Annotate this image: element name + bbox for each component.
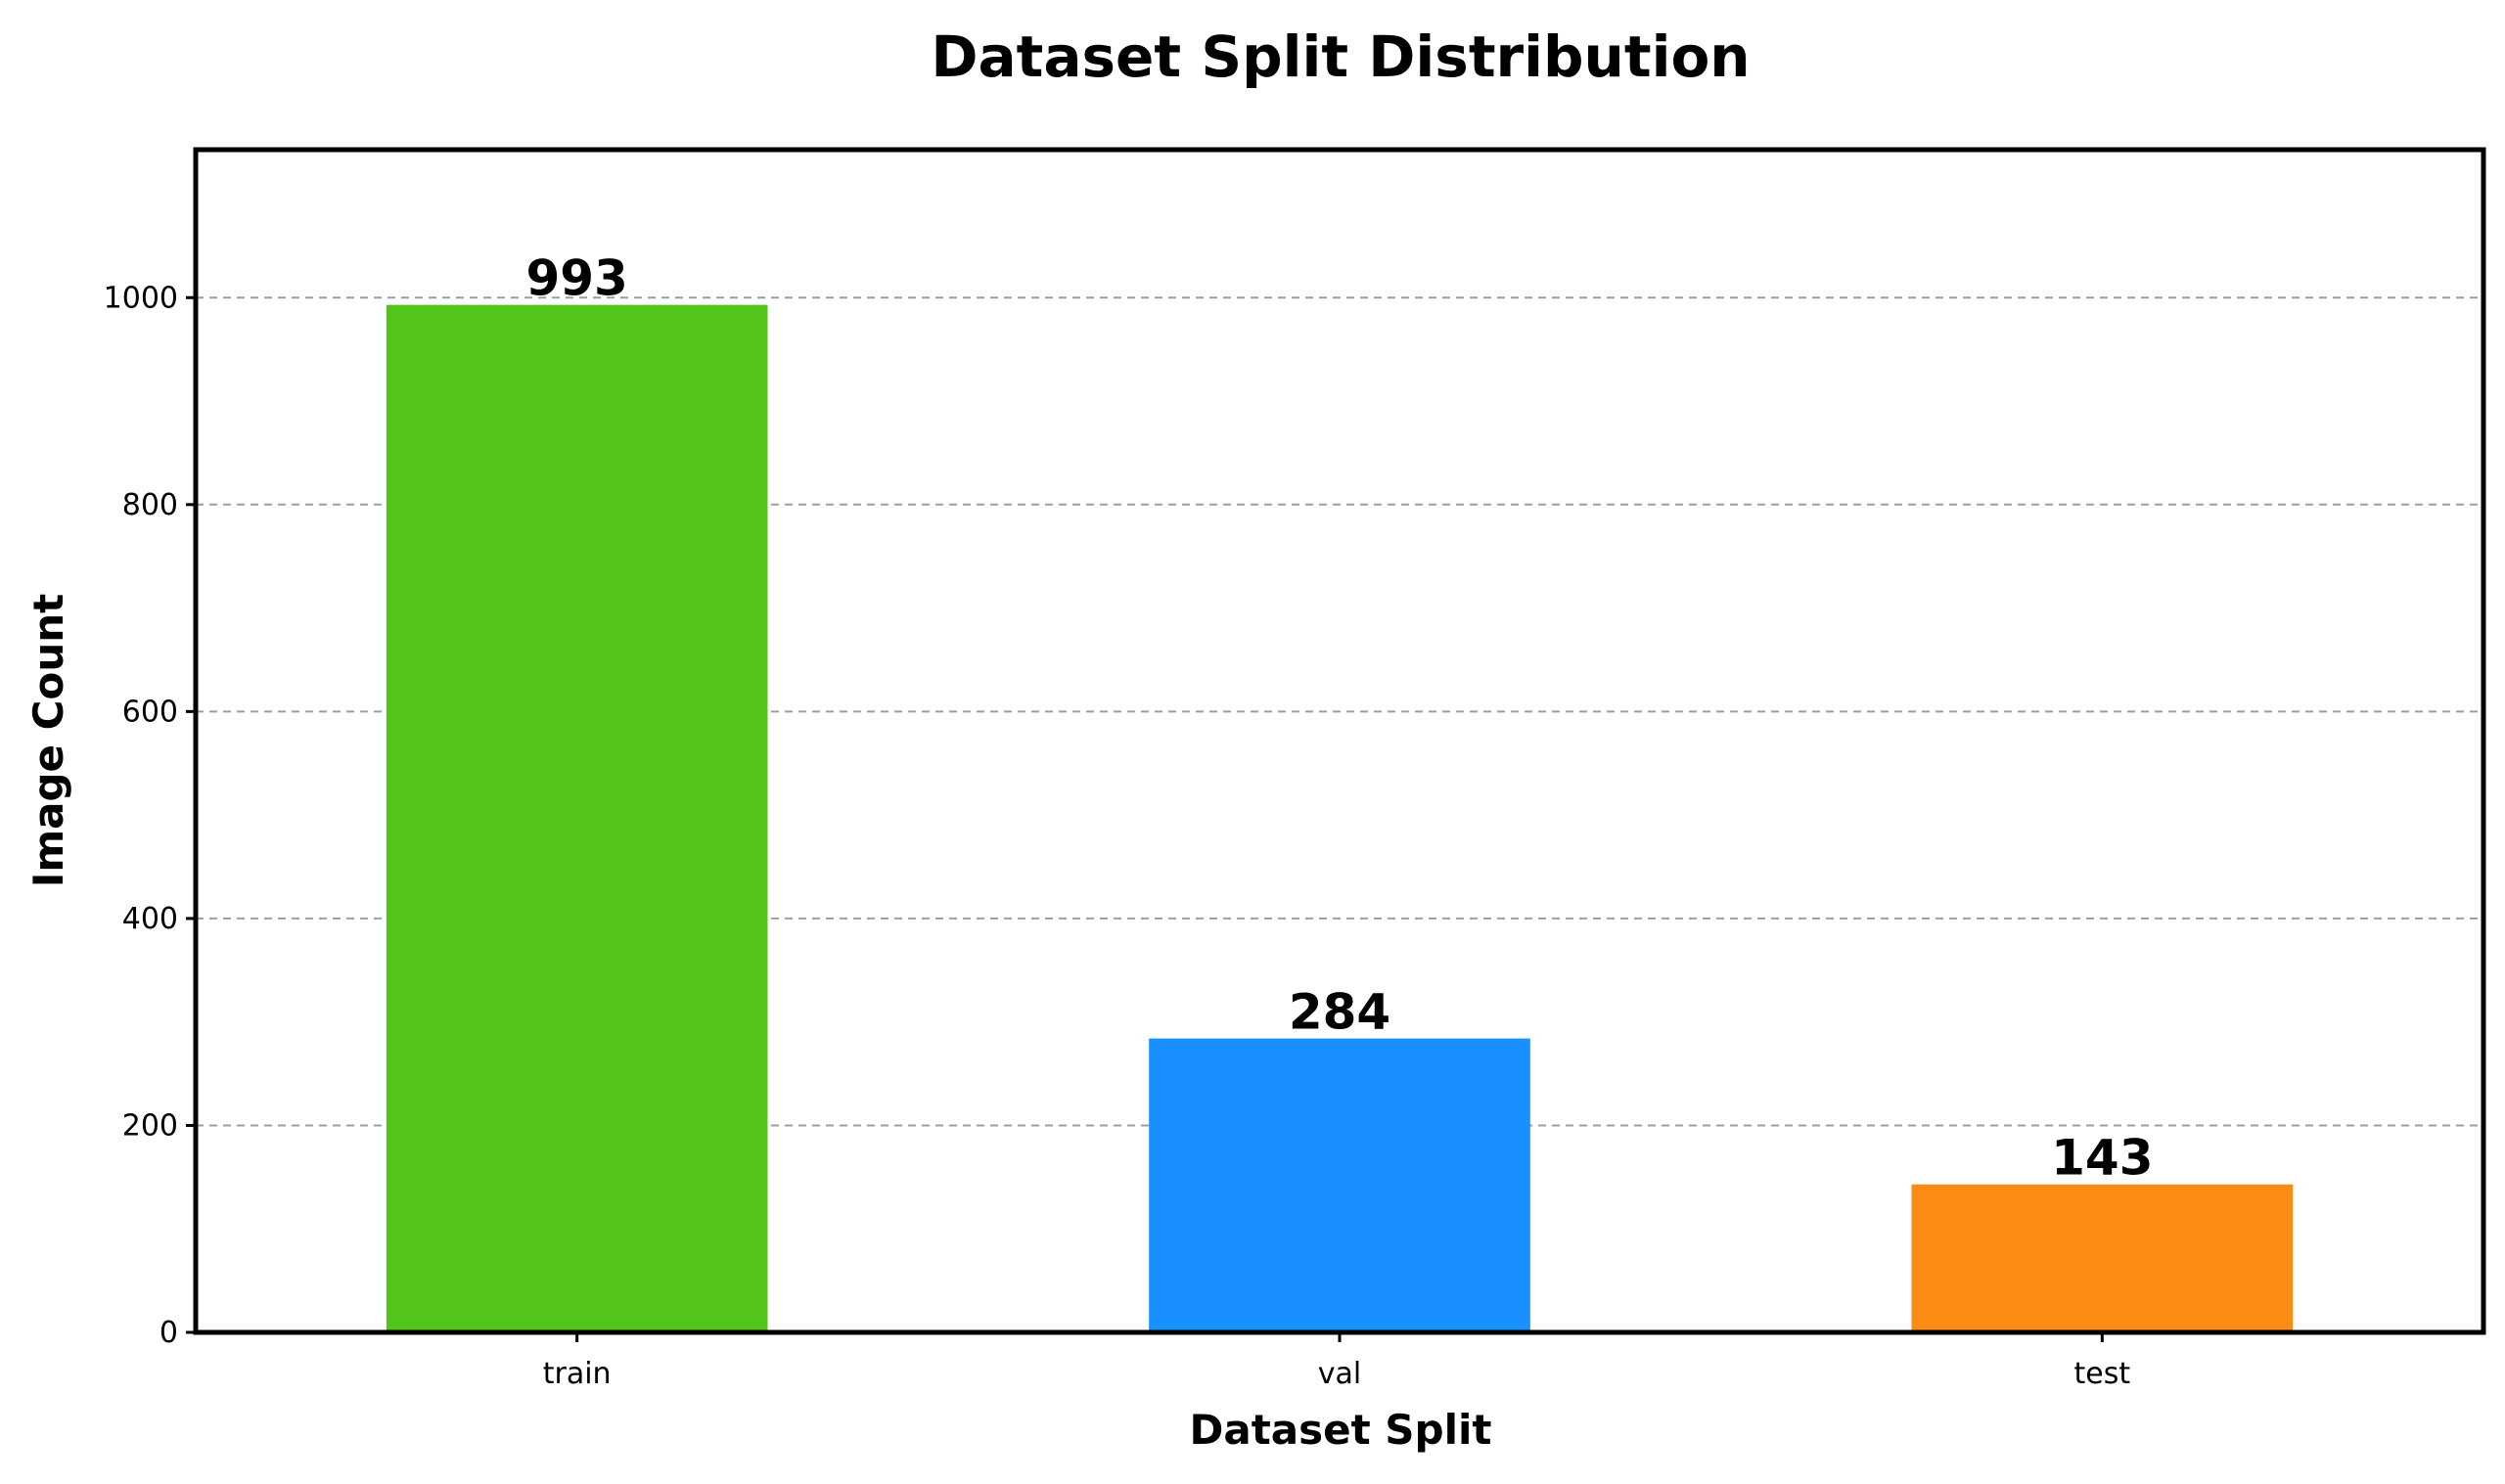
y-axis-label: Image Count bbox=[24, 594, 72, 887]
bars bbox=[386, 304, 2294, 1333]
data-label-test: 143 bbox=[2051, 1130, 2153, 1187]
y-tick-label: 600 bbox=[122, 695, 178, 729]
y-tick-label: 400 bbox=[122, 902, 178, 936]
x-tick-label-test: test bbox=[2074, 1357, 2131, 1391]
bar-train bbox=[386, 304, 768, 1333]
bar-val bbox=[1149, 1038, 1530, 1332]
data-labels: 993 284 143 bbox=[525, 250, 2153, 1187]
x-axis-ticks: train val test bbox=[543, 1332, 2131, 1391]
bar-test bbox=[1911, 1184, 2294, 1332]
data-label-train: 993 bbox=[525, 250, 627, 307]
chart-title: Dataset Split Distribution bbox=[931, 23, 1750, 90]
x-axis-label: Dataset Split bbox=[1190, 1406, 1492, 1454]
y-tick-label: 1000 bbox=[104, 281, 178, 315]
y-tick-label: 0 bbox=[159, 1316, 178, 1350]
x-tick-label-val: val bbox=[1318, 1357, 1361, 1391]
y-tick-label: 200 bbox=[122, 1108, 178, 1143]
data-label-val: 284 bbox=[1289, 984, 1390, 1041]
y-axis-ticks: 0 200 400 600 800 1000 bbox=[104, 281, 196, 1350]
x-tick-label-train: train bbox=[543, 1357, 612, 1391]
y-tick-label: 800 bbox=[122, 488, 178, 522]
